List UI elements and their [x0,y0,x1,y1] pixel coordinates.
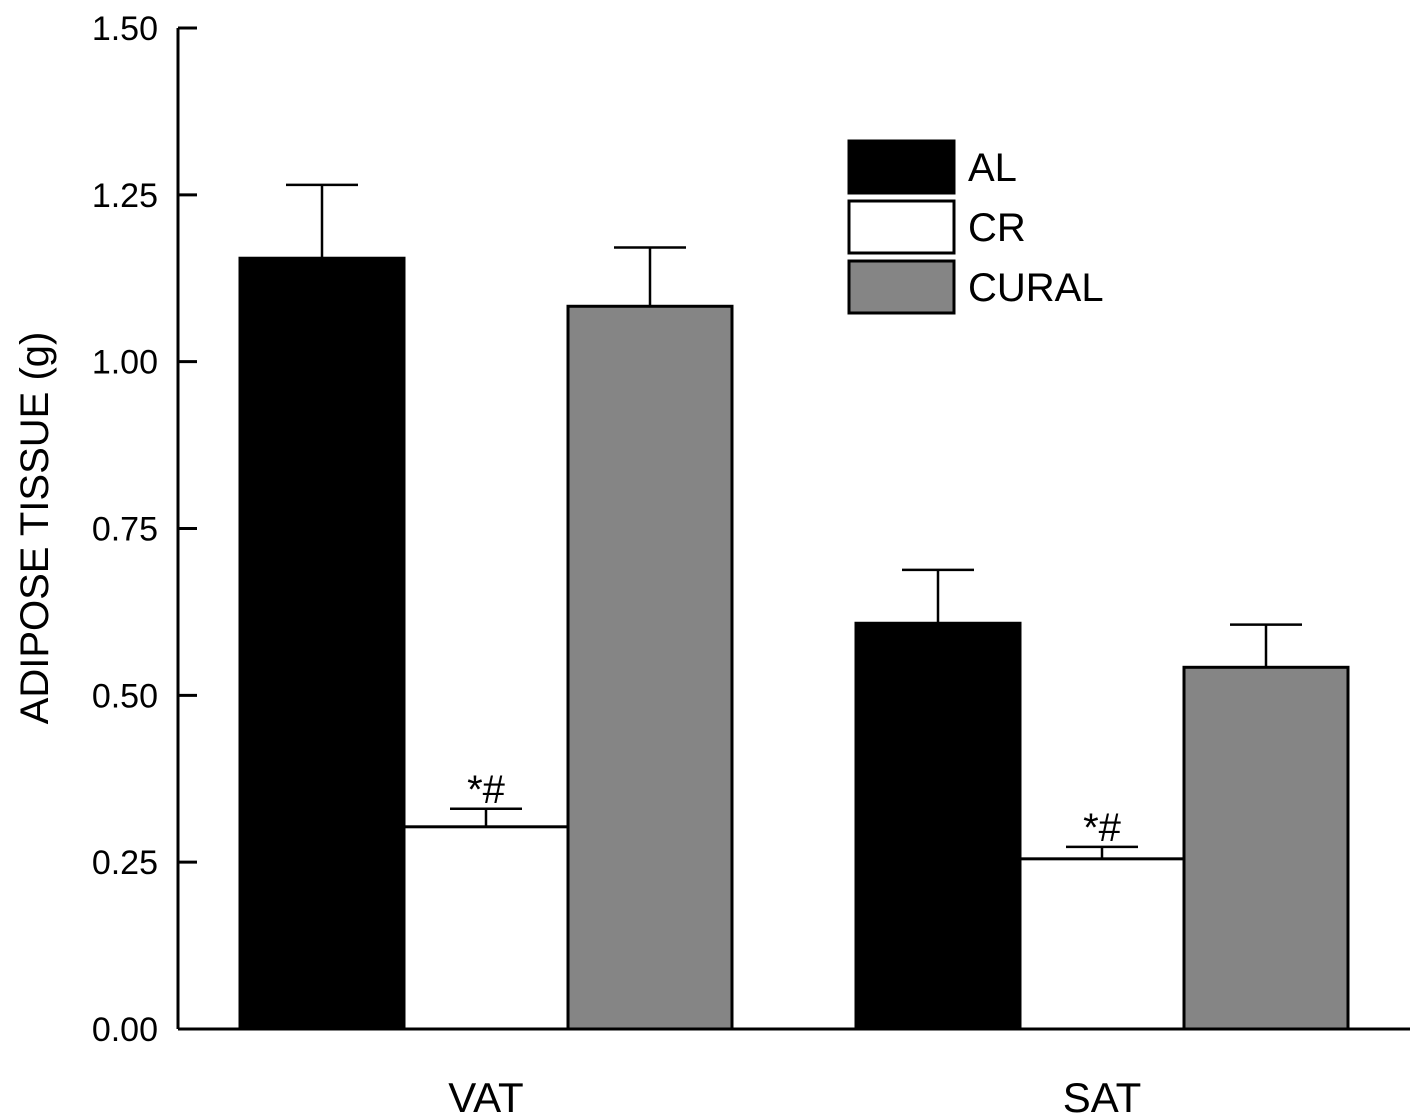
significance-annotation: *# [1083,806,1122,850]
legend-swatch-cural [847,259,956,315]
y-tick-label: 0.50 [92,677,158,715]
y-tick-label: 0.00 [92,1011,158,1049]
legend-label-al: AL [968,146,1017,190]
x-category-label: VAT [448,1074,523,1120]
significance-annotation: *# [467,768,506,812]
x-category-label: SAT [1063,1074,1142,1120]
bar-al-sat [854,621,1022,1031]
legend-swatch-al [847,139,956,195]
y-tick-label: 0.75 [92,511,158,549]
bar-cr-sat [1018,857,1186,1031]
legend: AL CR CURAL [847,139,1104,315]
y-tick-label: 1.00 [92,344,158,382]
y-tick-label: 0.25 [92,844,158,882]
bar-cr-vat [402,825,570,1031]
axes: 0.00 0.25 0.50 0.75 1.00 1.25 1.50 VAT SAT [92,10,1410,1120]
bar-cural-vat [566,304,734,1031]
bar-cural-sat [1182,665,1350,1031]
bar-al-vat [238,256,406,1031]
y-axis-title: ADIPOSE TISSUE (g) [13,332,57,725]
legend-swatch-cr [847,199,956,255]
legend-label-cr: CR [968,206,1026,250]
y-tick-label: 1.50 [92,10,158,48]
legend-label-cural: CURAL [968,266,1104,310]
bars: *# *# [238,183,1350,1031]
y-tick-label: 1.25 [92,177,158,215]
